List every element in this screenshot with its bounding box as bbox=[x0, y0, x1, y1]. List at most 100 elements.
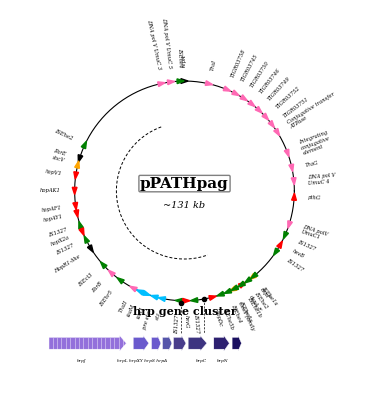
Text: DNA polV
UmuC1: DNA polV UmuC1 bbox=[301, 224, 329, 242]
Text: iaaM: iaaM bbox=[127, 303, 137, 317]
Text: ISEhe5a: ISEhe5a bbox=[238, 300, 253, 322]
Polygon shape bbox=[190, 298, 198, 302]
Text: ISEhe2: ISEhe2 bbox=[254, 291, 269, 310]
Text: etz: etz bbox=[155, 312, 161, 320]
Text: DNA pol V UmuC 5: DNA pol V UmuC 5 bbox=[161, 17, 172, 68]
Polygon shape bbox=[223, 86, 231, 91]
FancyArrow shape bbox=[214, 336, 230, 351]
Polygon shape bbox=[284, 149, 289, 157]
Text: hsvB: hsvB bbox=[292, 249, 305, 260]
Text: pPATHpag: pPATHpag bbox=[140, 176, 229, 190]
FancyArrow shape bbox=[232, 336, 241, 351]
FancyArrow shape bbox=[173, 336, 186, 351]
Polygon shape bbox=[262, 113, 269, 120]
Text: shcV: shcV bbox=[51, 156, 65, 163]
Polygon shape bbox=[205, 81, 213, 85]
Polygon shape bbox=[289, 164, 294, 172]
FancyArrow shape bbox=[49, 336, 126, 351]
Polygon shape bbox=[209, 296, 216, 300]
Text: HopR1-like: HopR1-like bbox=[53, 254, 81, 274]
Text: iaaH: iaaH bbox=[135, 306, 145, 320]
Polygon shape bbox=[74, 210, 79, 217]
Text: TIGR03752: TIGR03752 bbox=[275, 86, 301, 110]
Text: TraG: TraG bbox=[305, 160, 319, 168]
Polygon shape bbox=[151, 295, 158, 300]
Text: hrpL hrpXY hrpS hrpA: hrpL hrpXY hrpS hrpA bbox=[117, 359, 168, 363]
Polygon shape bbox=[251, 272, 258, 278]
Text: IS1327: IS1327 bbox=[48, 227, 68, 238]
FancyArrow shape bbox=[152, 336, 161, 351]
Polygon shape bbox=[217, 291, 224, 296]
FancyArrow shape bbox=[188, 336, 207, 351]
Polygon shape bbox=[167, 80, 175, 85]
Polygon shape bbox=[73, 202, 77, 210]
Text: IS1327: IS1327 bbox=[175, 314, 180, 334]
Polygon shape bbox=[72, 187, 77, 194]
Text: hopAK1: hopAK1 bbox=[40, 188, 61, 194]
Text: TraI: TraI bbox=[210, 59, 217, 71]
Polygon shape bbox=[130, 286, 137, 292]
Polygon shape bbox=[291, 178, 296, 185]
Text: IS1327: IS1327 bbox=[193, 314, 200, 334]
Polygon shape bbox=[87, 245, 93, 252]
Polygon shape bbox=[230, 286, 237, 291]
Polygon shape bbox=[240, 95, 247, 101]
Polygon shape bbox=[74, 172, 79, 179]
Text: IS1327: IS1327 bbox=[286, 258, 304, 273]
Polygon shape bbox=[255, 106, 262, 113]
Polygon shape bbox=[273, 248, 280, 255]
Polygon shape bbox=[81, 141, 86, 149]
Polygon shape bbox=[79, 222, 83, 229]
Polygon shape bbox=[100, 262, 107, 269]
Polygon shape bbox=[292, 193, 296, 200]
Polygon shape bbox=[224, 288, 232, 294]
Polygon shape bbox=[108, 270, 115, 277]
Polygon shape bbox=[158, 82, 165, 86]
Text: hrp gene cluster: hrp gene cluster bbox=[133, 306, 236, 317]
Text: dspA-E: dspA-E bbox=[248, 294, 262, 313]
Text: ParE: ParE bbox=[53, 149, 67, 157]
Text: TraII: TraII bbox=[118, 299, 128, 313]
Text: hsvG: hsvG bbox=[184, 315, 189, 328]
Text: hopAF1: hopAF1 bbox=[41, 206, 62, 214]
Polygon shape bbox=[232, 90, 239, 96]
Polygon shape bbox=[177, 79, 184, 84]
Text: hopV1: hopV1 bbox=[45, 169, 62, 176]
Polygon shape bbox=[238, 281, 245, 287]
Text: hrpN: hrpN bbox=[217, 359, 229, 363]
Text: DNA pol V
UmuC 4: DNA pol V UmuC 4 bbox=[307, 172, 336, 186]
Text: pthG: pthG bbox=[308, 195, 321, 200]
Polygon shape bbox=[283, 231, 289, 239]
Text: dspF: dspF bbox=[259, 287, 271, 300]
Text: hopDc: hopDc bbox=[214, 310, 223, 328]
Polygon shape bbox=[143, 291, 150, 295]
Polygon shape bbox=[274, 128, 280, 136]
Text: ~131 kb: ~131 kb bbox=[163, 201, 206, 210]
Text: hopAY1: hopAY1 bbox=[43, 214, 64, 223]
Text: TIGR03745: TIGR03745 bbox=[241, 53, 259, 83]
Text: TIGR03758: TIGR03758 bbox=[231, 48, 247, 78]
Text: IS1327: IS1327 bbox=[297, 239, 316, 251]
Polygon shape bbox=[175, 298, 182, 303]
Text: ISEhe2: ISEhe2 bbox=[54, 128, 73, 141]
Polygon shape bbox=[268, 120, 275, 128]
Text: ISEhr5: ISEhr5 bbox=[99, 290, 114, 308]
FancyArrow shape bbox=[133, 336, 149, 351]
Text: hopX2a: hopX2a bbox=[50, 235, 71, 247]
Polygon shape bbox=[181, 79, 188, 84]
Text: hrpC: hrpC bbox=[196, 359, 207, 363]
Text: DNA pol V UmuC 3: DNA pol V UmuC 3 bbox=[146, 19, 161, 70]
Polygon shape bbox=[288, 221, 292, 228]
Polygon shape bbox=[137, 290, 144, 295]
Text: TIGR03751: TIGR03751 bbox=[282, 96, 310, 118]
Text: ISEcl3: ISEcl3 bbox=[78, 272, 94, 287]
Polygon shape bbox=[79, 228, 84, 235]
Polygon shape bbox=[248, 100, 255, 106]
Text: TIGR03746: TIGR03746 bbox=[259, 68, 282, 95]
Text: hrpJ: hrpJ bbox=[77, 359, 87, 363]
Text: Integrating
conjugative
element: Integrating conjugative element bbox=[298, 130, 333, 156]
Polygon shape bbox=[117, 278, 124, 284]
Polygon shape bbox=[183, 298, 190, 303]
Text: ISEhe1a: ISEhe1a bbox=[261, 286, 279, 306]
Text: TIGR03750: TIGR03750 bbox=[250, 60, 271, 88]
